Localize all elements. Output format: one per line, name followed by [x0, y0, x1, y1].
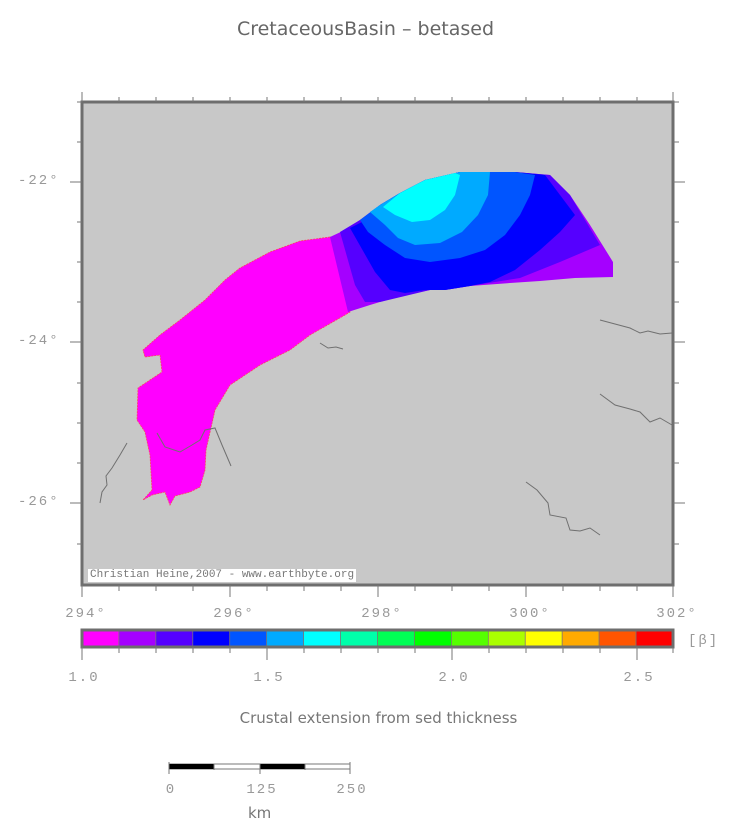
lon-label-302: 302°: [656, 606, 698, 622]
colorbar-swatch: [155, 629, 194, 648]
lon-label-294: 294°: [65, 606, 107, 622]
colorbar-swatch: [81, 629, 120, 648]
colorbar-swatch: [229, 629, 268, 648]
colorbar-ticks: [81, 647, 674, 660]
credit-label: Christian Heine,2007 - www.earthbyte.org: [88, 569, 357, 582]
colorbar-swatch: [524, 629, 563, 648]
scale-unit: km: [248, 804, 272, 822]
basin-beta-field: [136, 172, 613, 506]
colorbar-swatch: [598, 629, 637, 648]
colorbar: [81, 629, 674, 648]
colorbar-label-2-5: 2.5: [623, 670, 655, 686]
colorbar-swatch: [451, 629, 489, 648]
scale-label-0: 0: [165, 782, 177, 798]
colorbar-title: Crustal extension from sed thickness: [239, 709, 518, 727]
lon-label-296: 296°: [213, 606, 255, 622]
colorbar-label-1-5: 1.5: [253, 670, 285, 686]
colorbar-swatch: [340, 629, 378, 648]
colorbar-swatch: [266, 629, 304, 648]
colorbar-swatch: [303, 629, 341, 648]
lat-label-22: -22°: [18, 173, 60, 189]
lon-ticks: [81, 92, 674, 597]
colorbar-swatch: [487, 629, 526, 648]
coastlines: [99, 319, 673, 536]
colorbar-label-1-0: 1.0: [68, 670, 100, 686]
colorbar-label-2-0: 2.0: [438, 670, 470, 686]
colorbar-swatch: [192, 629, 231, 648]
map-title: CretaceousBasin – betased: [236, 18, 495, 40]
colorbar-unit: [β]: [688, 633, 720, 649]
colorbar-swatch: [561, 629, 600, 648]
lon-label-300: 300°: [509, 606, 551, 622]
colorbar-swatch: [118, 629, 157, 648]
colorbar-swatch: [377, 629, 415, 648]
colorbar-swatch: [635, 629, 674, 648]
colorbar-swatch: [414, 629, 452, 648]
lat-label-24: -24°: [18, 333, 60, 349]
lat-ticks: [70, 101, 685, 545]
lat-label-26: -26°: [18, 494, 60, 510]
scale-label-250: 250: [336, 782, 368, 798]
lon-label-298: 298°: [361, 606, 403, 622]
scale-label-125: 125: [246, 782, 278, 798]
scalebar: [168, 762, 351, 774]
